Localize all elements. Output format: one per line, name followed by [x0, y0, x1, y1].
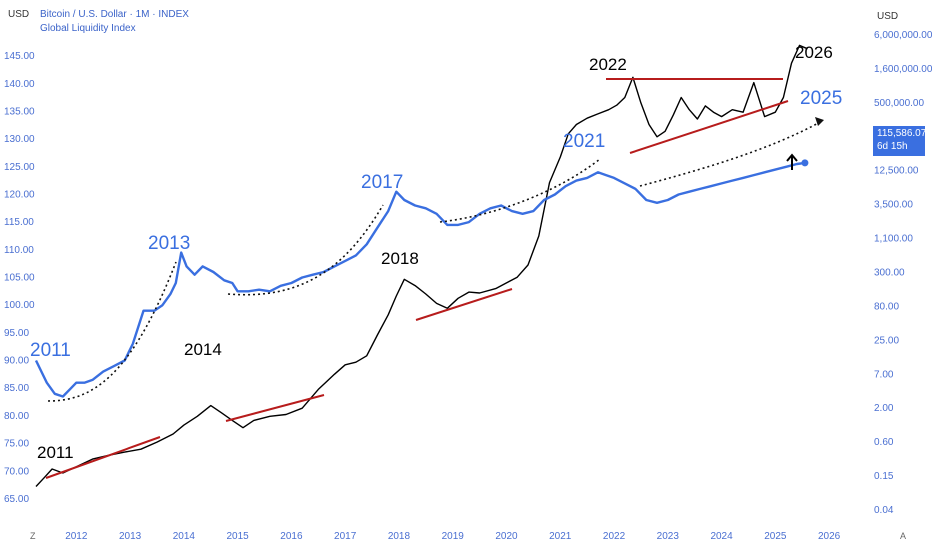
x-axis-tick-label: 2023	[657, 531, 680, 542]
right-axis-tick-label: 300.00	[874, 268, 905, 279]
x-axis-tick-label: 2015	[227, 531, 250, 542]
dotted-curve-2023-2026	[639, 120, 823, 187]
corner-right-label: A	[900, 531, 907, 541]
left-axis-tick-label: 125.00	[4, 162, 35, 173]
left-axis-currency: USD	[8, 9, 30, 20]
left-axis-tick-label: 140.00	[4, 79, 35, 90]
left-axis-tick-label: 65.00	[4, 494, 29, 505]
arrowhead-icon	[815, 117, 824, 126]
annotation-2014: 2014	[184, 340, 222, 359]
left-axis-tick-label: 145.00	[4, 51, 35, 62]
annotation-2021: 2021	[563, 131, 605, 152]
right-axis-tick-label: 0.15	[874, 471, 894, 482]
btc-price-line	[35, 44, 808, 487]
annotation-2017: 2017	[361, 172, 403, 193]
x-axis-tick-label: 2019	[442, 531, 465, 542]
right-axis-tick-label: 1,600,000.00	[874, 64, 932, 75]
right-axis-tick-label: 2.00	[874, 403, 894, 414]
current-price-tag: 115,586.07 6d 15h	[873, 126, 927, 156]
left-axis-tick-label: 120.00	[4, 189, 35, 200]
right-axis-tick-label: 500,000.00	[874, 98, 924, 109]
x-axis-tick-label: 2025	[764, 531, 787, 542]
trend-line-2023	[629, 100, 789, 154]
left-axis-tick-label: 135.00	[4, 106, 35, 117]
annotation-2025: 2025	[800, 88, 842, 109]
trend-line-2011	[45, 436, 161, 479]
gli-line	[34, 161, 806, 398]
dotted-curve-2015-2018	[227, 204, 384, 296]
left-axis-tick-label: 85.00	[4, 383, 29, 394]
dotted-curve-2019-2021	[439, 158, 601, 223]
left-axis-tick-label: 100.00	[4, 300, 35, 311]
bar-countdown: 6d 15h	[877, 141, 908, 152]
x-axis-tick-label: 2020	[495, 531, 518, 542]
left-axis-tick-label: 80.00	[4, 411, 29, 422]
x-axis-tick-label: 2024	[710, 531, 733, 542]
x-axis-tick-label: 2013	[119, 531, 142, 542]
annotation-2022: 2022	[589, 55, 627, 74]
gli-last-point	[801, 159, 809, 167]
left-axis-tick-label: 90.00	[4, 356, 29, 367]
right-axis-tick-label: 1,100.00	[874, 234, 913, 245]
right-axis-tick-label: 25.00	[874, 335, 899, 346]
current-price-value: 115,586.07	[877, 128, 927, 139]
x-axis-tick-label: 2017	[334, 531, 357, 542]
x-axis-tick-label: 2016	[280, 531, 303, 542]
trend-line-2015	[225, 394, 325, 422]
chart-title: Bitcoin / U.S. Dollar · 1M · INDEX	[40, 9, 189, 20]
right-axis-tick-label: 12,500.00	[874, 166, 919, 177]
annotation-2011-btc: 2011	[37, 443, 74, 462]
right-axis-tick-label: 0.04	[874, 505, 894, 516]
x-axis-tick-label: 2022	[603, 531, 626, 542]
dotted-curve-2011-2014	[47, 261, 177, 402]
x-axis-tick-label: 2021	[549, 531, 572, 542]
chart-subtitle: Global Liquidity Index	[40, 23, 136, 34]
left-axis-tick-label: 105.00	[4, 273, 35, 284]
left-axis-tick-label: 75.00	[4, 439, 29, 450]
left-axis-tick-label: 70.00	[4, 466, 29, 477]
x-axis-tick-label: 2014	[173, 531, 196, 542]
annotation-2011-gli: 2011	[30, 340, 71, 361]
annotation-2018: 2018	[381, 249, 419, 268]
trend-line-2019	[415, 288, 513, 321]
left-axis-tick-label: 95.00	[4, 328, 29, 339]
left-axis-tick-label: 115.00	[4, 217, 34, 228]
left-axis-tick-label: 130.00	[4, 134, 35, 145]
x-axis-tick-label: 2018	[388, 531, 411, 542]
up-arrow-icon	[786, 153, 798, 170]
right-axis-tick-label: 80.00	[874, 301, 899, 312]
x-axis-tick-label: 2012	[65, 531, 88, 542]
right-axis-tick-label: 3,500.00	[874, 200, 913, 211]
corner-left-label: Z	[30, 531, 36, 541]
right-axis-tick-label: 7.00	[874, 369, 894, 380]
annotation-2013: 2013	[148, 233, 190, 254]
x-axis-tick-label: 2026	[818, 531, 841, 542]
right-axis-tick-label: 6,000,000.00	[874, 30, 932, 41]
right-axis-tick-label: 0.60	[874, 437, 894, 448]
annotation-2026: 2026	[795, 43, 833, 62]
right-axis-currency: USD	[877, 11, 899, 22]
left-axis-tick-label: 110.00	[4, 245, 34, 256]
